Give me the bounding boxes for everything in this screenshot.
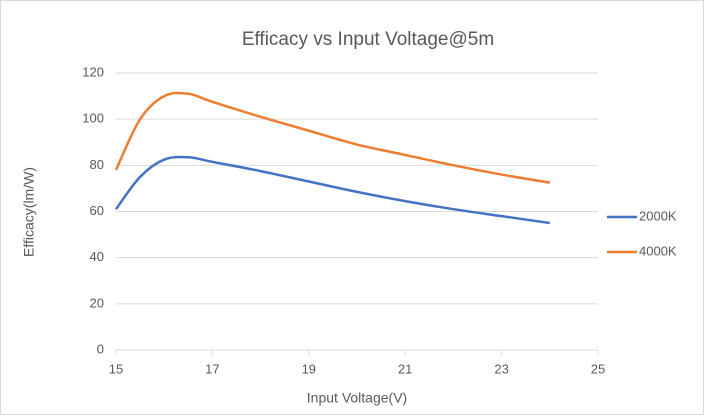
series-line <box>114 155 550 225</box>
x-tick-label: 25 <box>591 361 605 376</box>
series-line <box>114 91 551 184</box>
y-axis-title: Efficacy(lm/W) <box>21 167 37 257</box>
x-tick-label: 21 <box>398 361 412 376</box>
y-tick-label: 60 <box>90 203 104 218</box>
chart-title: Efficacy vs Input Voltage@5m <box>242 29 494 50</box>
x-tick-label: 19 <box>302 361 316 376</box>
legend-label: 4000K <box>639 243 677 258</box>
y-tick-label: 40 <box>90 249 104 264</box>
x-tick-label: 15 <box>109 361 123 376</box>
x-tick-label: 23 <box>494 361 508 376</box>
y-tick-label: 20 <box>90 295 104 310</box>
x-axis-title: Input Voltage(V) <box>307 390 407 406</box>
y-tick-label: 100 <box>82 111 104 126</box>
legend-label: 2000K <box>639 208 677 223</box>
y-tick-label: 120 <box>82 64 104 79</box>
y-tick-label: 80 <box>90 157 104 172</box>
x-tick-label: 17 <box>205 361 219 376</box>
y-tick-label: 0 <box>97 341 104 356</box>
